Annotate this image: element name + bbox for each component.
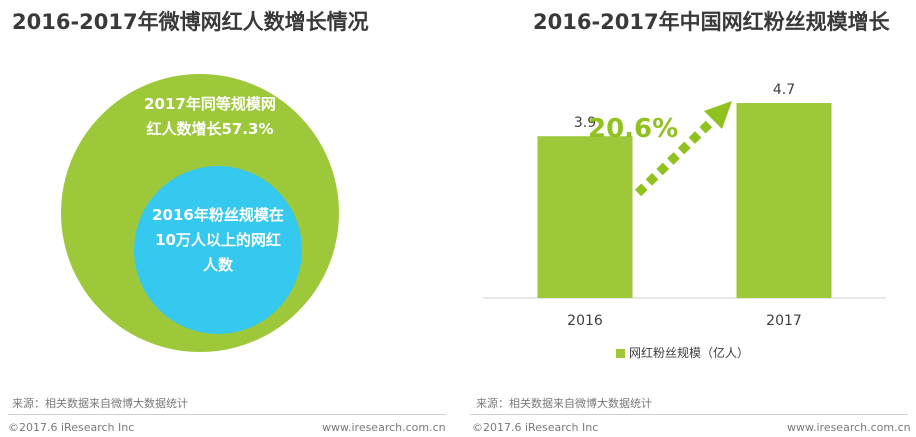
legend-swatch [616, 349, 625, 358]
growth-arrow-shaft [634, 118, 715, 197]
inner-circle-line-2: 10万人以上的网红 [155, 231, 281, 249]
right-copyright: ©2017.6 iResearch Inc [472, 421, 599, 434]
legend: 网红粉丝规模（亿人） [616, 344, 749, 361]
left-copyright: ©2017.6 iResearch Inc [8, 421, 135, 434]
left-website: www.iresearch.com.cn [322, 421, 446, 434]
growth-arrow-head [704, 101, 732, 129]
inner-circle-line-3: 人数 [202, 256, 233, 274]
outer-circle-line-1: 2017年同等规模网 [144, 95, 276, 113]
growth-arrow [634, 101, 732, 197]
left-footer-rule [8, 414, 446, 415]
outer-circle-line-2: 红人数增长57.3% [146, 120, 274, 138]
bar-2016 [537, 136, 633, 298]
circle-chart [61, 74, 339, 352]
legend-label: 网红粉丝规模（亿人） [629, 346, 750, 360]
left-source: 来源：相关数据来自微博大数据统计 [12, 397, 188, 410]
category-label-2017: 2017 [766, 313, 802, 329]
category-label-2016: 2016 [567, 313, 603, 329]
bar-chart: 3.9 2016 4.7 2017 20.6% [483, 82, 886, 329]
inner-circle-2016 [134, 166, 302, 334]
right-chart-title: 2016-2017年中国网红粉丝规模增长 [533, 10, 890, 34]
growth-percent-label: 20.6% [588, 114, 678, 144]
right-source: 来源：相关数据来自微博大数据统计 [476, 397, 652, 410]
value-label-2017: 4.7 [773, 82, 795, 98]
bar-2017 [736, 103, 832, 298]
inner-circle-line-1: 2016年粉丝规模在 [152, 206, 284, 224]
right-footer-rule [470, 414, 908, 415]
outer-circle-label: 2017年同等规模网 红人数增长57.3% [125, 92, 295, 142]
left-chart-title: 2016-2017年微博网红人数增长情况 [12, 10, 369, 34]
inner-circle-label: 2016年粉丝规模在 10万人以上的网红 人数 [138, 203, 298, 278]
value-label-2016: 3.9 [574, 115, 596, 131]
right-website: www.iresearch.com.cn [787, 421, 911, 434]
